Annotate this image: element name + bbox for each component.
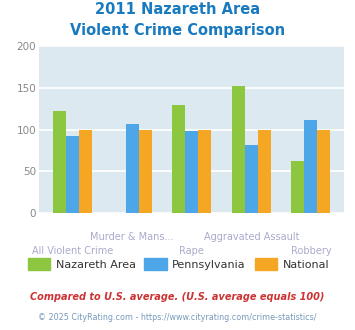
Bar [126,124,139,213]
Bar [172,105,185,213]
Bar [53,111,66,213]
Text: 2011 Nazareth Area: 2011 Nazareth Area [95,2,260,16]
Text: Rape: Rape [179,246,204,256]
Text: Violent Crime Comparison: Violent Crime Comparison [70,23,285,38]
Text: Murder & Mans...: Murder & Mans... [91,232,174,242]
Text: All Violent Crime: All Violent Crime [32,246,113,256]
Bar [79,129,92,213]
Text: © 2025 CityRating.com - https://www.cityrating.com/crime-statistics/: © 2025 CityRating.com - https://www.city… [38,314,317,322]
Bar [139,129,152,213]
Legend: Nazareth Area, Pennsylvania, National: Nazareth Area, Pennsylvania, National [23,254,334,274]
Bar [185,131,198,213]
Text: Compared to U.S. average. (U.S. average equals 100): Compared to U.S. average. (U.S. average … [30,292,325,302]
Bar [231,86,245,213]
Bar [66,136,79,213]
Bar [245,145,258,213]
Text: Aggravated Assault: Aggravated Assault [203,232,299,242]
Text: Robbery: Robbery [290,246,331,256]
Bar [198,129,211,213]
Bar [304,119,317,213]
Bar [291,161,304,213]
Bar [317,129,331,213]
Bar [258,129,271,213]
